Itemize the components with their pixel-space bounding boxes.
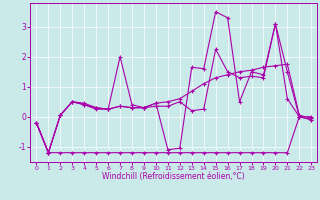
X-axis label: Windchill (Refroidissement éolien,°C): Windchill (Refroidissement éolien,°C) (102, 172, 245, 181)
